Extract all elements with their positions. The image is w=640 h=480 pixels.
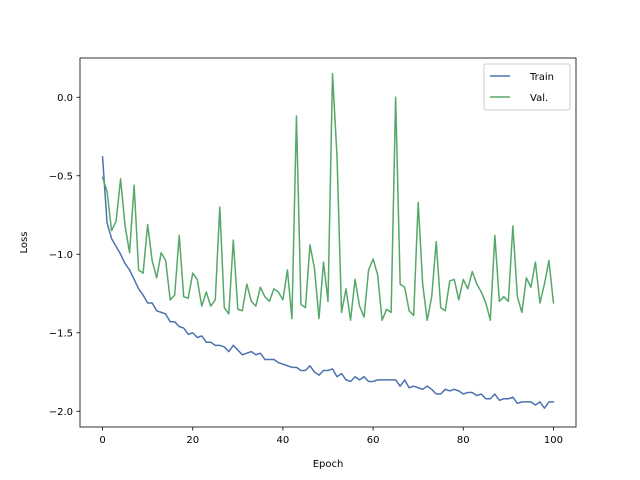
y-tick-label: −1.5 <box>49 328 73 339</box>
series-line-train <box>101 156 555 409</box>
legend-box <box>483 63 571 111</box>
y-tick-label: −2.0 <box>49 407 73 418</box>
x-axis-ticks: 0 20 40 60 80 100 <box>99 427 563 446</box>
plot-area <box>101 72 555 409</box>
axes-frame <box>79 57 577 428</box>
x-axis-label: Epoch <box>313 459 344 470</box>
y-tick-label: −0.5 <box>49 171 73 182</box>
x-tick-label: 100 <box>544 435 563 446</box>
x-tick-label: 40 <box>277 435 290 446</box>
y-axis-ticks: −2.0 −1.5 −1.0 −0.5 0.0 <box>49 93 80 418</box>
x-tick-label: 20 <box>186 435 199 446</box>
series-line-val <box>101 72 555 321</box>
legend: Train Val. <box>483 63 571 111</box>
y-tick-label: 0.0 <box>57 93 73 104</box>
x-tick-label: 80 <box>457 435 470 446</box>
x-tick-label: 60 <box>367 435 380 446</box>
legend-label-train: Train <box>529 72 554 83</box>
y-tick-label: −1.0 <box>49 250 73 261</box>
legend-label-val: Val. <box>530 93 548 104</box>
x-tick-label: 0 <box>99 435 105 446</box>
y-axis-label: Loss <box>19 232 30 254</box>
